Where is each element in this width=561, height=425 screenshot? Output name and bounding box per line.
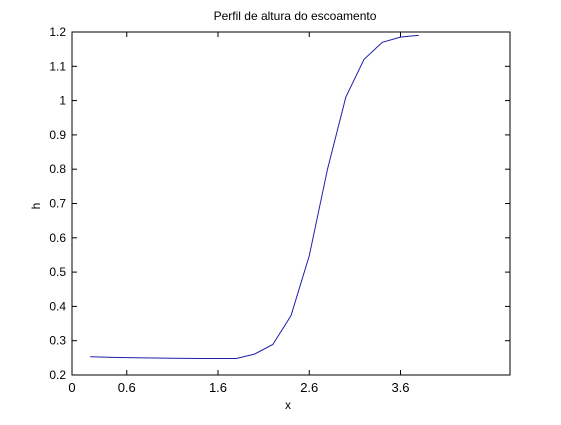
y-tick-label: 0.7: [49, 197, 66, 211]
y-tick-label: 0.6: [49, 231, 66, 245]
y-tick-label: 1.1: [49, 59, 66, 73]
x-tick-label: 1.6: [209, 380, 227, 395]
series-layer: [90, 34, 419, 359]
x-tick-label: 2.6: [300, 380, 318, 395]
plot-frame: [71, 31, 511, 376]
y-axis-label: h: [29, 203, 43, 210]
y-tick-label: 0.5: [49, 265, 66, 279]
x-tick-label: 3.6: [391, 380, 409, 395]
y-tick-label: 0.4: [49, 299, 66, 313]
y-tick-label: 1.2: [49, 25, 66, 39]
x-tick-label: 0: [68, 380, 75, 395]
y-tick-label: 1: [59, 94, 66, 108]
y-axis: 0.2 0.3 0.4 0.5 0.6 0.7 0.8 0.9 1 1.1 1.2: [49, 25, 510, 382]
series-line: [90, 34, 419, 359]
chart-title: Perfil de altura do escoamento: [214, 9, 377, 23]
y-tick-label: 0.3: [49, 334, 66, 348]
y-tick-label: 0.8: [49, 162, 66, 176]
x-axis: 0 0.6 1.6 2.6 3.6: [68, 32, 410, 395]
x-axis-label: x: [285, 398, 291, 412]
y-tick-label: 0.2: [49, 368, 66, 382]
x-tick-label: 0.6: [118, 380, 136, 395]
y-tick-label: 0.9: [49, 128, 66, 142]
